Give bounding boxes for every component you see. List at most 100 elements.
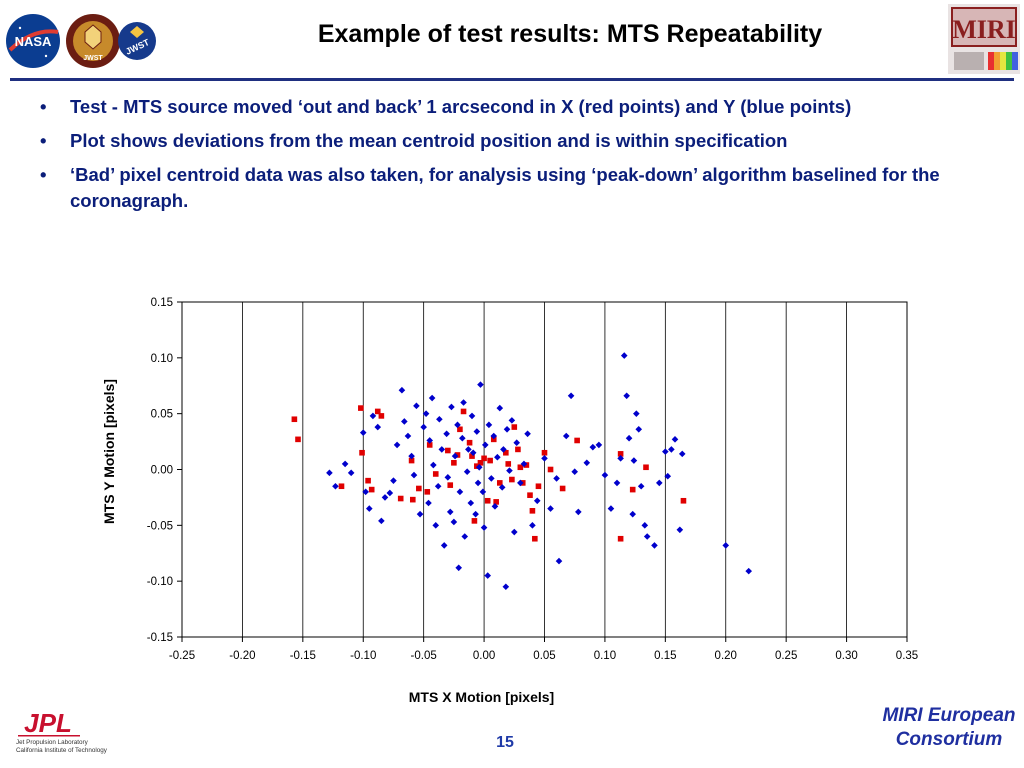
y-motion-point xyxy=(404,432,412,440)
y-motion-point xyxy=(413,402,420,410)
y-motion-point xyxy=(555,557,563,565)
y-motion-point xyxy=(635,426,643,433)
y-motion-point xyxy=(671,436,679,443)
x-motion-point xyxy=(474,463,480,469)
x-tick-label: 0.15 xyxy=(654,650,676,662)
y-motion-point xyxy=(484,572,492,579)
y-motion-point xyxy=(438,446,446,453)
y-motion-point xyxy=(524,430,531,438)
bullet-text: Test - MTS source moved ‘out and back’ 1… xyxy=(70,96,852,117)
y-motion-point xyxy=(444,474,452,481)
x-motion-point xyxy=(477,460,484,466)
y-tick-label: 0.10 xyxy=(151,353,173,365)
y-motion-point xyxy=(461,533,469,540)
y-motion-point xyxy=(533,497,541,505)
x-tick-label: 0.35 xyxy=(896,650,918,662)
y-motion-point xyxy=(625,434,633,442)
y-motion-point xyxy=(467,499,475,507)
x-tick-label: -0.15 xyxy=(290,650,316,662)
scatter-chart: -0.25 -0.20 -0.15 -0.10 -0.05 0.00 0.05 0.10 0.1… xyxy=(101,297,918,705)
y-motion-point xyxy=(662,448,669,455)
y-motion-point xyxy=(571,468,579,476)
bullet-item: • Plot shows deviations from the mean cen… xyxy=(40,128,975,154)
y-motion-point xyxy=(490,432,498,440)
y-motion-point xyxy=(589,443,597,451)
y-motion-point xyxy=(454,421,461,429)
y-motion-point xyxy=(425,499,432,507)
y-motion-point xyxy=(553,475,560,482)
bullet-item: • Test - MTS source moved ‘out and back’ … xyxy=(40,94,975,120)
page-number: 15 xyxy=(496,734,514,751)
x-motion-point xyxy=(416,485,422,492)
y-motion-point xyxy=(474,479,482,487)
jwst-mission-logo-icon: JWST xyxy=(66,14,120,68)
y-motion-point xyxy=(503,426,511,433)
x-motion-point xyxy=(617,535,624,542)
y-motion-point xyxy=(455,564,463,572)
x-tick-label: -0.20 xyxy=(229,650,255,662)
x-motion-point xyxy=(547,466,554,473)
y-motion-point xyxy=(460,399,467,406)
x-motion-point xyxy=(574,437,580,444)
x-motion-point xyxy=(481,455,487,462)
x-motion-point xyxy=(368,486,375,493)
y-motion-point xyxy=(620,352,628,359)
y-motion-point xyxy=(479,488,487,496)
x-motion-point xyxy=(295,436,301,443)
x-motion-point xyxy=(426,442,433,448)
y-motion-point xyxy=(432,522,440,529)
y-tick-label: -0.10 xyxy=(147,576,173,588)
x-motion-point xyxy=(291,416,298,423)
y-motion-point xyxy=(420,423,427,431)
y-motion-point xyxy=(341,460,349,468)
y-motion-point xyxy=(434,482,442,490)
y-motion-point xyxy=(436,415,443,423)
x-motion-point xyxy=(424,489,431,495)
bullet-list: • Test - MTS source moved ‘out and back’ … xyxy=(40,94,975,222)
y-motion-point xyxy=(440,542,448,549)
y-motion-point xyxy=(629,510,637,518)
y-tick-label: -0.05 xyxy=(147,520,173,532)
y-motion-point xyxy=(595,441,603,449)
x-axis-label: MTS X Motion [pixels] xyxy=(409,689,554,705)
x-axis-ticks: -0.25 -0.20 -0.15 -0.10 -0.05 0.00 0.05 0.10 0.1… xyxy=(169,637,918,662)
bullet-dot-icon: • xyxy=(40,130,47,151)
y-motion-point xyxy=(426,437,434,444)
x-motion-point xyxy=(408,457,415,464)
bullet-text: ‘Bad’ pixel centroid data was also taken… xyxy=(70,164,940,211)
y-motion-point xyxy=(359,429,367,436)
x-motion-point xyxy=(532,535,538,542)
x-motion-point xyxy=(466,439,473,446)
y-motion-point xyxy=(547,505,554,512)
x-motion-point xyxy=(358,405,364,411)
data-points xyxy=(291,352,753,591)
x-motion-point xyxy=(503,449,509,456)
y-motion-point xyxy=(643,533,651,540)
y-motion-point xyxy=(506,467,513,474)
x-tick-label: 0.00 xyxy=(473,650,495,662)
x-tick-label: 0.20 xyxy=(715,650,737,662)
x-motion-point xyxy=(680,497,687,504)
x-motion-point xyxy=(432,471,439,477)
y-motion-point xyxy=(473,428,481,435)
y-motion-point xyxy=(347,469,355,477)
x-motion-point xyxy=(460,408,467,415)
y-motion-point xyxy=(678,450,686,458)
y-motion-point xyxy=(637,482,645,490)
jpl-org-line-1: Jet Propulsion Laboratory xyxy=(16,739,89,746)
x-motion-point xyxy=(378,413,385,419)
y-motion-point xyxy=(369,412,377,420)
y-motion-point xyxy=(365,505,373,512)
y-motion-point xyxy=(456,488,464,496)
y-motion-point xyxy=(607,505,615,512)
x-motion-point xyxy=(445,447,451,454)
y-motion-point xyxy=(529,522,536,529)
y-motion-point xyxy=(496,404,504,412)
x-motion-point xyxy=(490,436,497,443)
jpl-logo: JPL Jet Propulsion Laboratory California… xyxy=(16,708,108,754)
x-motion-point xyxy=(454,452,461,458)
y-motion-point xyxy=(575,508,582,516)
y-motion-point xyxy=(500,446,507,453)
x-motion-point xyxy=(496,480,503,486)
y-motion-point xyxy=(510,528,518,536)
